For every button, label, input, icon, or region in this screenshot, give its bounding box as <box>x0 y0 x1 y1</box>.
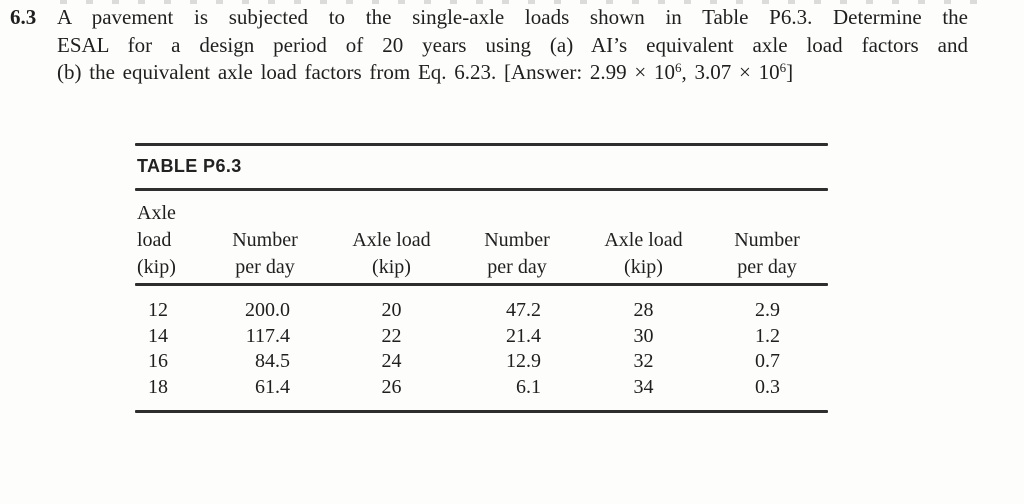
problem-line-2: ESAL for a design period of 20 years usi… <box>57 32 968 57</box>
table-cell: 61.4 <box>255 375 290 398</box>
problem-line-1: A pavement is subjected to the single-ax… <box>57 5 968 29</box>
table-cell: 47.2 <box>506 299 541 321</box>
table-rule-top <box>135 143 828 146</box>
column-header-axle-load-1: Axle load (kip) <box>137 202 176 278</box>
table-rule-under-header <box>135 283 828 286</box>
table-cell: 84.5 <box>255 350 290 372</box>
exponent: 6 <box>675 60 682 75</box>
table-cell: 26 <box>381 375 402 398</box>
table-cell: 20 <box>381 299 402 321</box>
table-cell: 0.7 <box>755 350 780 372</box>
table-cell: 18 <box>148 375 168 398</box>
table-cell: 1.2 <box>755 324 780 347</box>
table-cell: 12 <box>148 299 168 321</box>
table-cell: 24 <box>381 350 402 372</box>
column-header-axle-load-3: Axle load (kip) <box>604 229 683 278</box>
exponent: 6 <box>779 60 787 75</box>
table-cell: 30 <box>633 324 654 347</box>
table-cell: 32 <box>633 350 654 372</box>
table-cell: 200.0 <box>245 299 290 321</box>
table-cell: 34 <box>633 375 654 398</box>
column-header-number-per-day-2: Number per day <box>484 229 550 278</box>
column-header-number-per-day-1: Number per day <box>232 229 298 278</box>
table-rule-bottom <box>135 410 828 413</box>
table-cell: 12.9 <box>506 350 541 372</box>
table-p63: TABLE P6.3 Axle load (kip) Number per da… <box>135 143 828 413</box>
scan-artifact <box>60 0 990 4</box>
column-header-axle-load-2: Axle load (kip) <box>352 229 431 278</box>
table-title: TABLE P6.3 <box>137 156 242 176</box>
table-rule-under-title <box>135 188 828 191</box>
table-cell: 22 <box>381 324 402 347</box>
table-cell: 21.4 <box>506 324 541 347</box>
table-cell: 117.4 <box>245 324 290 347</box>
problem-number: 6.3 <box>10 5 37 29</box>
table-cell: 28 <box>633 299 654 321</box>
problem-statement: A pavement is subjected to the single-ax… <box>57 4 968 87</box>
problem-line-3: (b) the equivalent axle load factors fro… <box>57 60 794 84</box>
table-cell: 0.3 <box>755 375 780 398</box>
table-cell: 16 <box>148 350 168 372</box>
table-cell: 2.9 <box>755 299 780 321</box>
table-header-row: Axle load (kip) Number per day Axle load… <box>135 191 828 283</box>
table-cell: 6.1 <box>516 375 541 398</box>
table-cell: 14 <box>148 324 168 347</box>
column-header-number-per-day-3: Number per day <box>734 229 800 278</box>
table-body: 12 200.0 20 47.2 28 2.9 14 117.4 22 21.4… <box>135 286 828 410</box>
